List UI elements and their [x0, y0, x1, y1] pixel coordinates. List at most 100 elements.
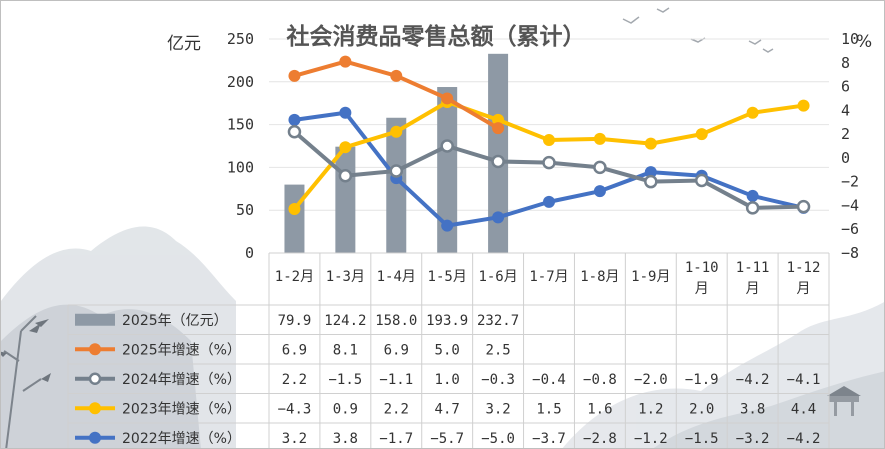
legend-key-marker — [89, 343, 101, 356]
point-series-1 — [593, 160, 607, 175]
x-category-label: 1-11 — [736, 260, 770, 276]
bar-2025-4 — [437, 87, 458, 253]
y-left-tick-label: 100 — [227, 158, 254, 176]
legend-key-marker — [88, 372, 102, 385]
y-left-unit: 亿元 — [167, 34, 201, 54]
bar-2025-1 — [284, 184, 305, 253]
legend-label: 2024年增速（%） — [122, 372, 241, 388]
point-series-1 — [796, 199, 811, 214]
table-cell: −4.3 — [278, 401, 312, 417]
table-cell: 1.5 — [536, 401, 561, 417]
x-category-label: 1-4月 — [377, 269, 416, 285]
x-category-label: 1-7月 — [529, 269, 568, 285]
point-series-1 — [694, 173, 709, 188]
y-right-tick-label: 0 — [841, 149, 850, 167]
x-category-label: 月 — [797, 281, 811, 297]
point-series-3 — [644, 166, 657, 179]
point-series-2 — [593, 132, 606, 145]
axes: 250 200 150 100 50 0 10 8 6 4 2 0 −2 −4 −6 −8 — [227, 30, 859, 262]
table-cell: 4.7 — [435, 401, 460, 417]
point-series-0 — [339, 55, 352, 68]
table-cell: −1.5 — [329, 372, 363, 388]
table-cell: 3.2 — [282, 431, 307, 447]
point-series-3 — [746, 189, 759, 202]
y-left-tick-label: 50 — [236, 201, 254, 219]
y-right-tick-label: −4 — [841, 196, 859, 214]
point-series-1 — [542, 155, 556, 170]
line-series — [287, 55, 811, 232]
point-series-0 — [441, 92, 454, 105]
point-series-1 — [491, 154, 505, 169]
point-series-3 — [593, 185, 606, 198]
y-left-tick-label: 150 — [227, 116, 254, 134]
bar-2025-2 — [335, 146, 356, 253]
table-cell: 3.8 — [333, 431, 358, 447]
x-category-label: 1-2月 — [275, 269, 314, 285]
table-cell: 2.0 — [689, 401, 714, 417]
table-cell: 2.5 — [485, 342, 510, 358]
table-cell: 6.9 — [282, 342, 307, 358]
table-cell: −5.7 — [430, 431, 464, 447]
y-right-tick-label: 6 — [841, 78, 850, 96]
point-series-2 — [797, 99, 810, 112]
y-right-tick-label: 8 — [841, 54, 850, 72]
point-series-3 — [441, 219, 454, 232]
point-series-3 — [339, 106, 352, 119]
table-cell: −0.8 — [583, 372, 617, 388]
legend-label: 2023年增速（%） — [122, 401, 241, 417]
table-cell: 193.9 — [426, 313, 468, 329]
table-cell: 6.9 — [384, 342, 409, 358]
table-cell: −2.8 — [583, 431, 617, 447]
point-series-2 — [543, 134, 555, 147]
point-series-2 — [288, 203, 301, 216]
point-series-2 — [644, 137, 657, 150]
table-cell: 1.6 — [587, 401, 612, 417]
data-table: 1-2月 1-3月 1-4月 1-5月 1-6月 1-7月 1-8月 1-9月 1-10 月 1-1… — [67, 252, 830, 448]
table-cell: −0.3 — [481, 372, 515, 388]
point-series-2 — [746, 106, 759, 119]
legend-key-bar — [75, 313, 115, 326]
point-series-1 — [440, 139, 454, 153]
table-cell: 0.9 — [333, 401, 358, 417]
point-series-1 — [389, 164, 404, 178]
chart-title: 社会消费品零售总额（累计） — [287, 23, 586, 50]
y-right-unit: % — [856, 32, 872, 52]
table-cell: 2.2 — [384, 401, 409, 417]
y-right-tick-label: −8 — [841, 244, 859, 262]
table-cell: 1.0 — [435, 372, 460, 388]
point-series-1 — [338, 168, 353, 183]
point-series-2 — [695, 128, 708, 141]
point-series-3 — [492, 211, 505, 224]
table-cell: −1.5 — [685, 431, 719, 447]
legend-label: 2025年增速（%） — [122, 342, 241, 358]
y-left-tick-label: 200 — [227, 73, 254, 91]
table-cell: −3.2 — [736, 431, 770, 447]
table-cell: −5.0 — [481, 431, 515, 447]
x-category-label: 1-5月 — [428, 269, 467, 285]
bar-2025-5 — [488, 53, 509, 253]
x-category-label: 月 — [746, 281, 760, 297]
table-cell: −0.4 — [532, 372, 566, 388]
point-series-2 — [390, 125, 403, 138]
table-cell: −2.0 — [634, 372, 668, 388]
x-category-label: 1-3月 — [326, 269, 365, 285]
x-category-label: 1-9月 — [631, 269, 670, 285]
table-cell: −1.7 — [379, 431, 413, 447]
table-cell: −3.7 — [532, 431, 566, 447]
point-series-3 — [543, 195, 555, 208]
table-cell: 1.2 — [638, 401, 663, 417]
point-series-1 — [745, 201, 760, 215]
table-cell: 3.2 — [485, 401, 510, 417]
point-series-0 — [492, 122, 505, 135]
table-cell: −1.2 — [634, 431, 668, 447]
legend-key-marker — [89, 431, 101, 444]
table-cell: 4.4 — [791, 401, 816, 417]
table-cell: 124.2 — [324, 313, 366, 329]
table-cell: 8.1 — [333, 342, 358, 358]
point-series-0 — [288, 69, 301, 82]
point-series-2 — [492, 113, 505, 126]
legend-key-marker — [89, 402, 101, 415]
x-category-label: 1-10 — [685, 260, 719, 276]
